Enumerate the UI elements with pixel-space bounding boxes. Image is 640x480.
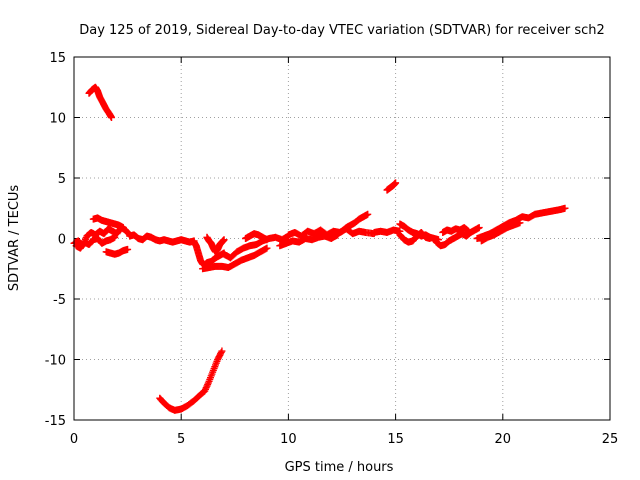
data-point	[201, 385, 209, 393]
y-tick-labels: 15 10 5 0 -5 -10 -15	[45, 51, 66, 429]
data-point	[426, 235, 434, 242]
grid-lines	[74, 57, 610, 420]
data-point	[516, 219, 524, 227]
y-tick-label: 15	[49, 51, 66, 66]
data-point	[263, 244, 271, 252]
y-tick-label: 0	[58, 233, 66, 248]
data-point	[392, 179, 400, 187]
data-point	[220, 236, 228, 244]
series-spike-15h	[383, 179, 400, 194]
series-upper-arc	[85, 83, 116, 121]
series-band-0-2h-lower	[72, 233, 119, 252]
y-axis-label: SDTVAR / TECUs	[7, 185, 22, 292]
series-band-10-14h-lower	[276, 231, 342, 250]
data-point	[202, 384, 210, 392]
series-band-2-5h	[126, 231, 198, 246]
series-branch-8-9h	[242, 230, 271, 244]
data-point	[263, 236, 271, 244]
series-band-17-19h	[432, 224, 483, 250]
x-axis-label: GPS time / hours	[285, 460, 394, 475]
data-point	[124, 245, 132, 253]
chart-title: Day 125 of 2019, Sidereal Day-to-day VTE…	[79, 23, 605, 38]
y-tick-label: -15	[45, 414, 66, 429]
data-point	[203, 382, 211, 390]
series-lower-arc	[156, 347, 226, 414]
y-tick-label: 5	[58, 172, 66, 187]
series-band-15-17h-lower	[396, 228, 434, 246]
series-band-0-2h-upper	[89, 214, 127, 232]
series-band-14-15h	[370, 226, 404, 236]
x-tick-label: 15	[387, 432, 404, 447]
data-point	[108, 114, 116, 121]
x-tick-label: 5	[177, 432, 185, 447]
data-point	[217, 348, 225, 356]
data-point	[561, 204, 569, 212]
y-tick-label: -10	[45, 354, 66, 369]
data-point	[201, 387, 209, 395]
data-point	[218, 347, 226, 355]
series-band-19-23h-lower	[477, 219, 524, 245]
data-point	[204, 379, 212, 387]
series-band-7-10h	[220, 232, 292, 262]
x-tick-label: 20	[495, 432, 512, 447]
plot-frame	[73, 56, 611, 421]
series-band-17-19h-upper	[439, 224, 472, 236]
data-point	[464, 227, 472, 235]
data-point	[204, 381, 212, 389]
y-tick-label: 10	[49, 112, 66, 127]
data-point	[119, 224, 127, 232]
x-tick-labels: 0 5 10 15 20 25	[70, 432, 618, 447]
y-tick-label: -5	[53, 293, 66, 308]
series-branch-1_5-2_5h	[102, 245, 132, 258]
x-tick-label: 10	[280, 432, 297, 447]
series-loop-6-7h	[203, 233, 228, 256]
x-tick-label: 25	[602, 432, 619, 447]
x-tick-label: 0	[70, 432, 78, 447]
series-rise-12-14h	[334, 210, 372, 238]
data-point	[111, 233, 119, 241]
data-point	[364, 210, 372, 218]
series-dip-6-9h-lower	[199, 244, 271, 273]
data-point	[475, 224, 483, 232]
data-marks	[70, 83, 569, 414]
